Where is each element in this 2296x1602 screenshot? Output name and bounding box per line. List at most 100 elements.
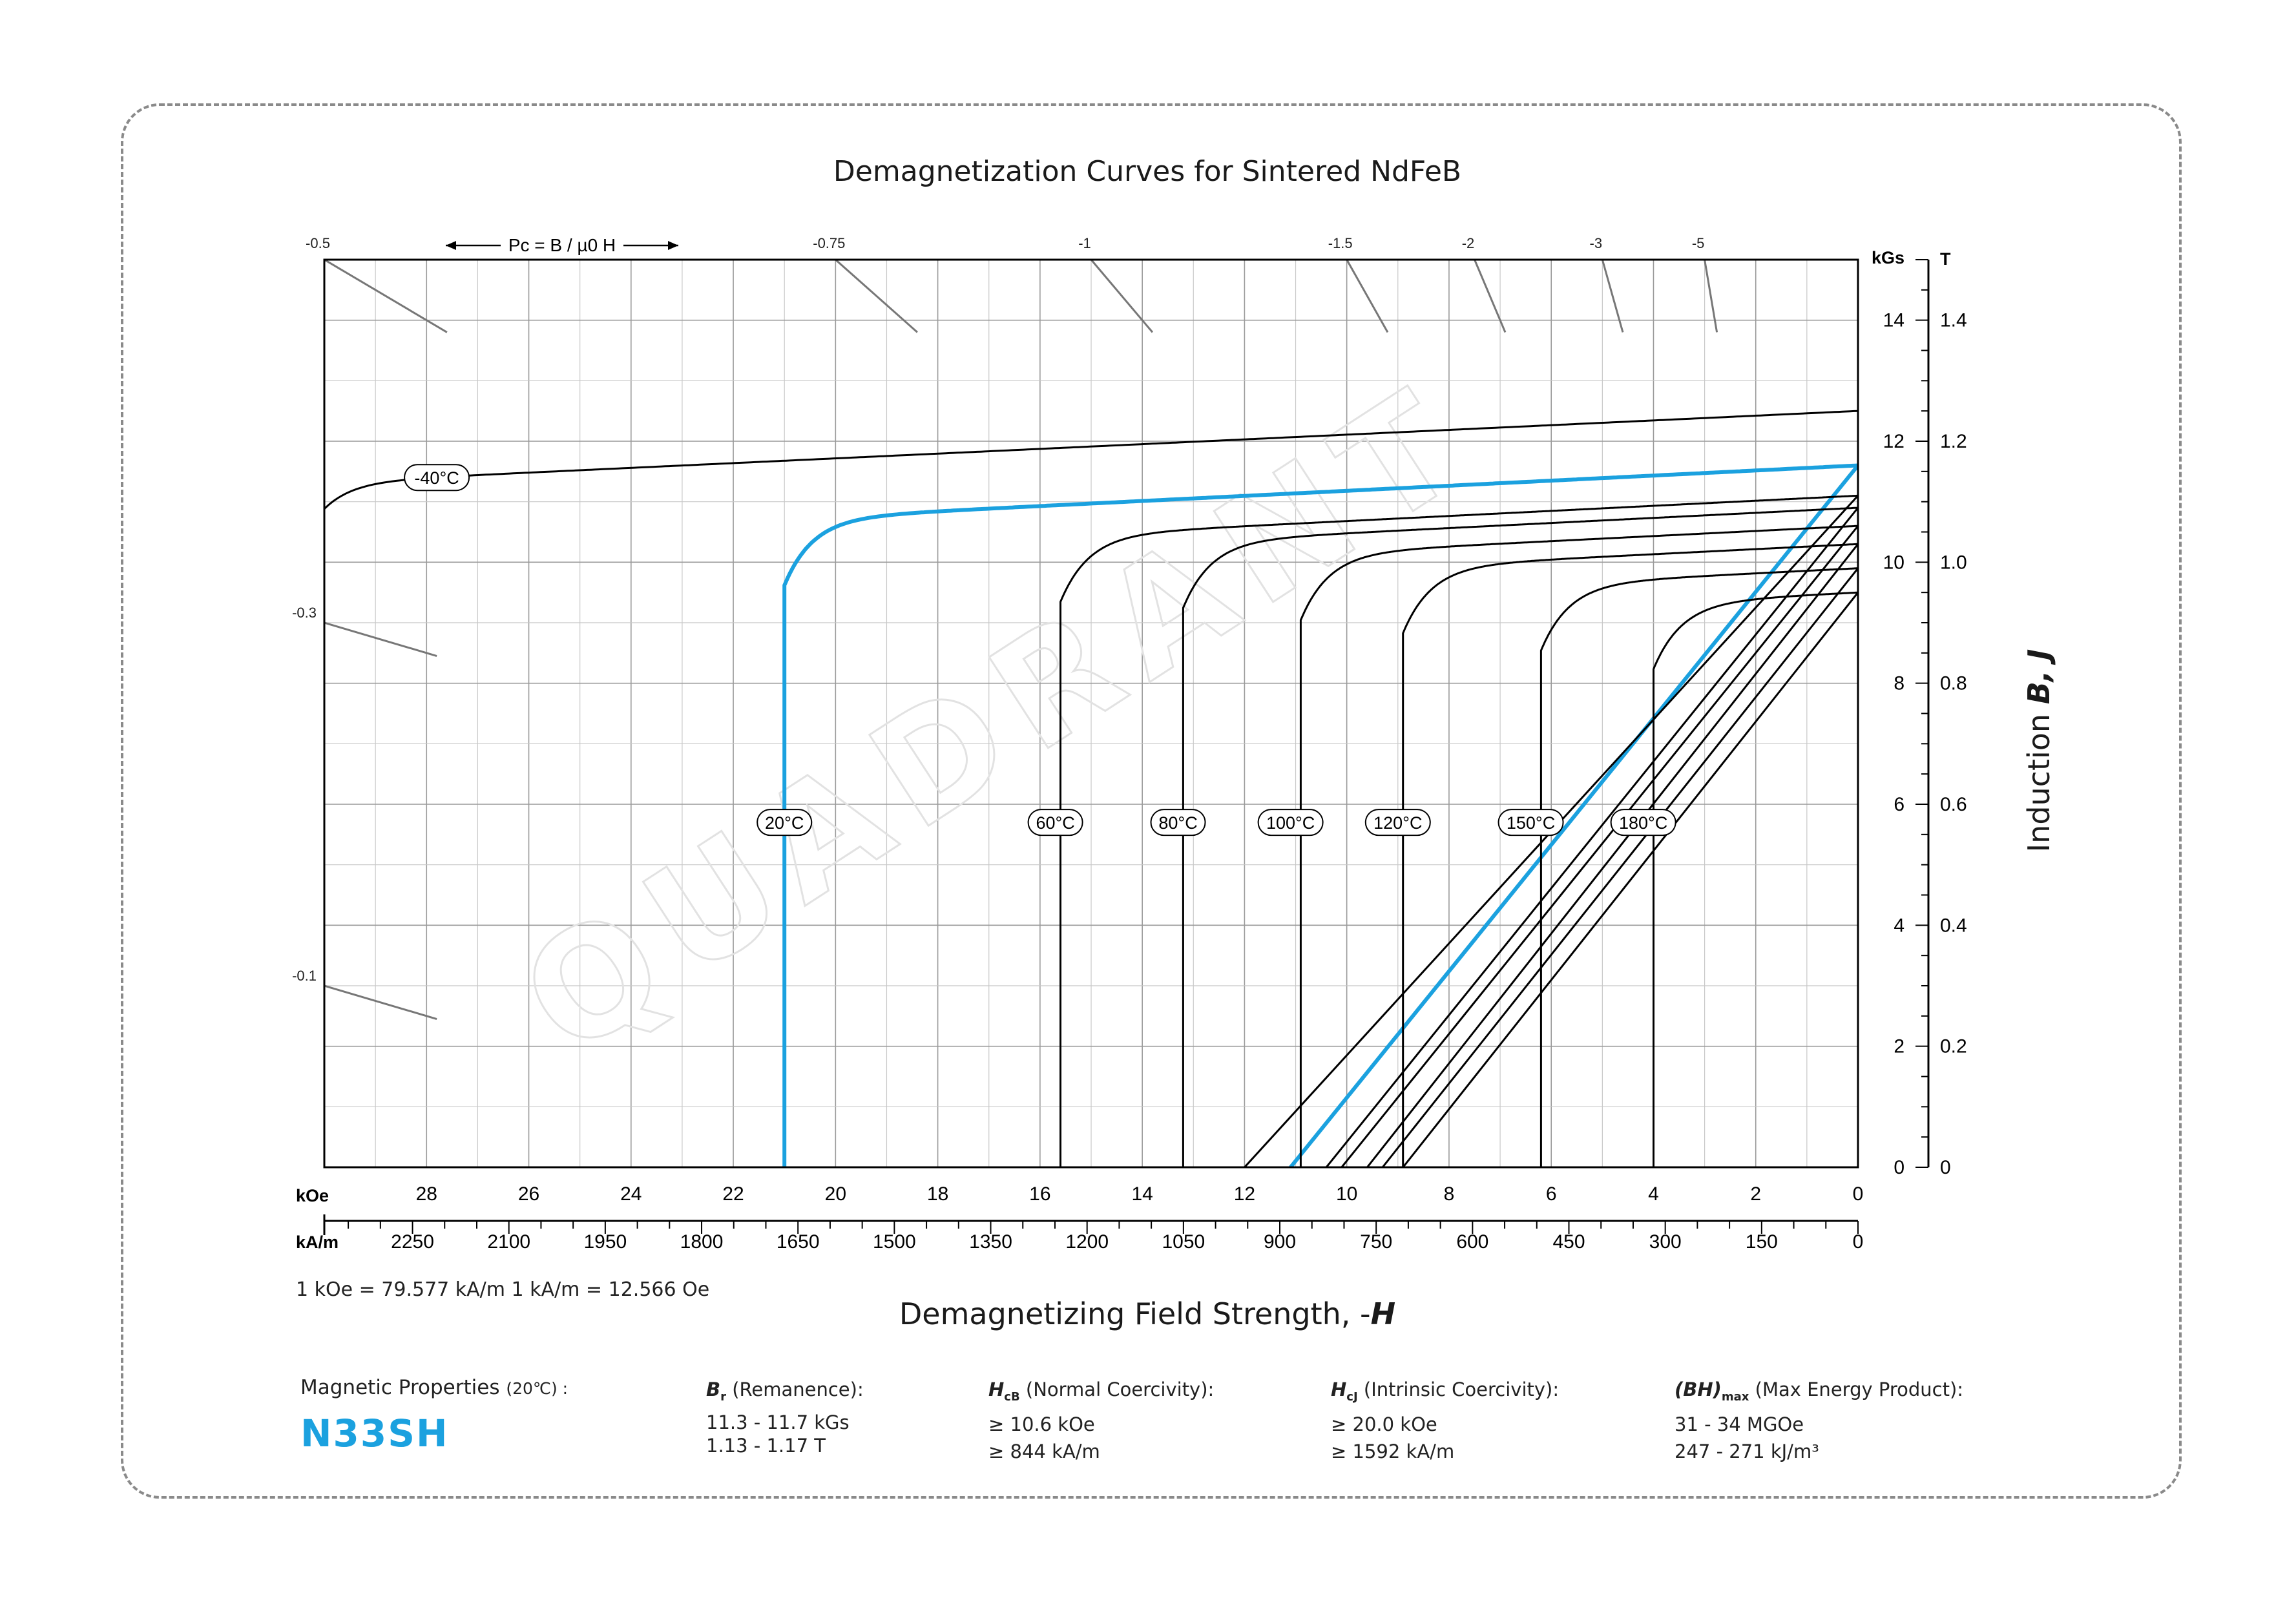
x-tick-kam: 900 [1264, 1231, 1296, 1253]
curves [324, 410, 1858, 1167]
y-tick-kgs: 0 [1894, 1157, 1905, 1178]
curve--40c [324, 410, 1858, 511]
pc-label: -0.1 [292, 968, 317, 984]
pc-arrow-left-head [446, 241, 456, 250]
x-tick-koe: 6 [1546, 1183, 1557, 1205]
y-tick-kgs: 4 [1894, 915, 1905, 936]
curve-labels: -40°C 20°C 60°C 80°C 100°C 120°C 150°C 180°C [404, 464, 1676, 837]
curve-180c [1653, 591, 1858, 1167]
prop-normal-coercivity: HcB (Normal Coercivity): ≥ 10.6 kOe ≥ 84… [988, 1378, 1215, 1462]
x-tick-koe: 4 [1648, 1183, 1659, 1205]
x-tick-koe: 26 [518, 1183, 539, 1205]
pc-arrow-right-head [668, 241, 678, 250]
x-tick-koe: 24 [620, 1183, 642, 1205]
curve-label: 180°C [1619, 813, 1667, 833]
normal-line [1289, 464, 1858, 1167]
pc-label: -5 [1692, 235, 1705, 251]
prop-intrinsic-coercivity: HcJ (Intrinsic Coercivity): ≥ 20.0 kOe ≥… [1331, 1378, 1560, 1462]
x-tick-kam: 2100 [487, 1231, 530, 1253]
x-unit-koe: kOe [296, 1186, 329, 1205]
y-tick-kgs: 14 [1883, 310, 1905, 331]
x-tick-koe: 16 [1029, 1183, 1050, 1205]
pc-tick [324, 984, 437, 1020]
x-tick-koe: 14 [1131, 1183, 1153, 1205]
pc-tick [835, 258, 918, 333]
curve-100c [1299, 525, 1858, 1167]
normal-line [1366, 543, 1858, 1167]
x-tick-koe: 2 [1750, 1183, 1761, 1205]
y-tick-kgs: 6 [1894, 794, 1905, 815]
dashed-frame [121, 103, 2182, 1499]
x-tick-kam: 1500 [873, 1231, 916, 1253]
y-tick-t: 0.4 [1940, 915, 1967, 936]
x-tick-kam: 1050 [1162, 1231, 1205, 1253]
curve-20c [782, 463, 1858, 1167]
y-tick-t: 1.4 [1940, 310, 1967, 331]
pc-label: -1 [1078, 235, 1091, 251]
curve-label-box [1257, 809, 1324, 837]
x-tick-kam: 1650 [777, 1231, 820, 1253]
pc-tick [1704, 259, 1718, 333]
normal-line [1381, 567, 1858, 1167]
y-unit-kgs: kGs [1872, 248, 1905, 267]
curve-label-box [1027, 809, 1083, 837]
curve-label-box [1150, 809, 1206, 837]
y-tick-t: 0 [1940, 1157, 1951, 1178]
x-tick-kam: 1200 [1065, 1231, 1109, 1253]
pc-tick [1090, 259, 1154, 333]
y-tick-t: 1.2 [1940, 431, 1967, 452]
x-tick-kam: 2250 [391, 1231, 434, 1253]
pc-label: -0.5 [306, 235, 330, 251]
curve-80c [1182, 506, 1858, 1167]
x-tick-koe: 22 [722, 1183, 744, 1205]
y-tick-kgs: 12 [1883, 431, 1905, 452]
prop-remanence: Br (Remanence): 11.3 - 11.7 kGs 1.13 - 1… [706, 1378, 864, 1457]
curve-label: 100°C [1266, 813, 1315, 833]
x-tick-kam: 150 [1746, 1231, 1778, 1253]
plot-border [323, 258, 1859, 1169]
curve-label-box [1498, 809, 1564, 837]
watermark: QUADRANT [493, 349, 1504, 1090]
pc-tick [324, 258, 448, 333]
curve-label: 120°C [1373, 813, 1422, 833]
x-tick-koe: 18 [927, 1183, 948, 1205]
curve-60c [1059, 494, 1858, 1167]
pc-label: -1.5 [1328, 235, 1353, 251]
x-tick-koe: 10 [1336, 1183, 1357, 1205]
x-tick-koe: 12 [1234, 1183, 1255, 1205]
x-tick-kam: 450 [1552, 1231, 1585, 1253]
x-tick-kam: 1800 [680, 1231, 724, 1253]
x-tick-koe: 28 [416, 1183, 437, 1205]
x-tick-kam: 300 [1649, 1231, 1682, 1253]
y-tick-kgs: 8 [1894, 673, 1905, 694]
pc-tick [324, 621, 437, 657]
curve-label-box [404, 464, 470, 492]
curve-label: 60°C [1036, 813, 1074, 833]
chart-title: Demagnetization Curves for Sintered NdFe… [833, 155, 1461, 188]
curve-150c [1539, 567, 1858, 1167]
x-tick-koe: 20 [825, 1183, 846, 1205]
pc-lines: -0.5 -0.75 -1 -1.5 -2 -3 -5 -0.3 -0.1 Pc = B / µ0… [292, 235, 1718, 1020]
y-tick-t: 0.8 [1940, 673, 1967, 694]
pc-tick [1346, 259, 1389, 333]
x-axis-title: Demagnetizing Field Strength, -H [899, 1296, 1395, 1331]
axes: kOe 28 26 24 22 20 18 16 14 12 10 8 6 4 2 0kA/m 2250 2100… [296, 248, 1967, 1253]
y-tick-t: 0.6 [1940, 794, 1967, 815]
curve-label-box [1364, 809, 1431, 837]
y-tick-t: 1.0 [1940, 552, 1967, 573]
pc-formula: Pc = B / µ0 H [508, 235, 616, 255]
curve-label: 150°C [1507, 813, 1555, 833]
x-tick-koe: 0 [1853, 1183, 1864, 1205]
curve-label: -40°C [414, 468, 459, 488]
x-tick-kam: 750 [1360, 1231, 1392, 1253]
curve-label: 80°C [1158, 813, 1197, 833]
pc-tick [1601, 259, 1624, 333]
curve-label: 20°C [765, 813, 804, 833]
x-unit-kam: kA/m [296, 1233, 339, 1252]
normal-line [1341, 525, 1858, 1167]
y-tick-kgs: 2 [1894, 1036, 1905, 1057]
y-unit-t: T [1940, 249, 1951, 269]
curve-label-box [1610, 809, 1676, 837]
pc-label: -2 [1462, 235, 1475, 251]
